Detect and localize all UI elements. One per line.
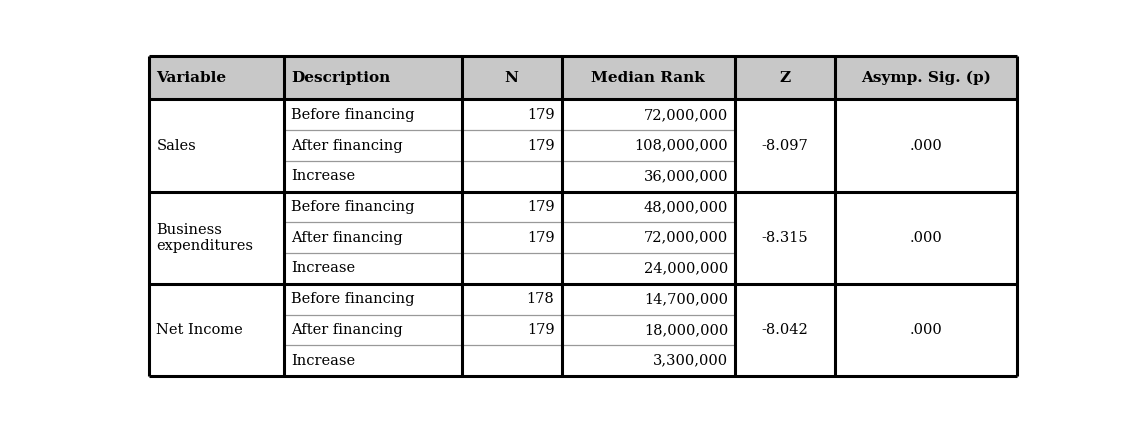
Text: Increase: Increase bbox=[291, 262, 355, 276]
Text: Increase: Increase bbox=[291, 169, 355, 183]
Text: 72,000,000: 72,000,000 bbox=[644, 108, 728, 122]
Text: 179: 179 bbox=[527, 200, 554, 214]
Text: 36,000,000: 36,000,000 bbox=[644, 169, 728, 183]
Text: After financing: After financing bbox=[291, 231, 403, 245]
Text: N: N bbox=[504, 71, 519, 85]
Text: Business
expenditures: Business expenditures bbox=[156, 223, 254, 253]
Text: 3,300,000: 3,300,000 bbox=[653, 354, 728, 368]
Text: Net Income: Net Income bbox=[156, 323, 244, 337]
Text: 179: 179 bbox=[527, 139, 554, 152]
Text: 108,000,000: 108,000,000 bbox=[634, 139, 728, 152]
Text: Description: Description bbox=[291, 71, 390, 85]
Text: -8.097: -8.097 bbox=[761, 139, 808, 152]
Text: 179: 179 bbox=[527, 231, 554, 245]
Text: Variable: Variable bbox=[156, 71, 226, 85]
Text: 72,000,000: 72,000,000 bbox=[644, 231, 728, 245]
Text: Increase: Increase bbox=[291, 354, 355, 368]
Text: Sales: Sales bbox=[156, 139, 196, 152]
Text: 48,000,000: 48,000,000 bbox=[644, 200, 728, 214]
Text: .000: .000 bbox=[909, 323, 942, 337]
Text: -8.315: -8.315 bbox=[761, 231, 808, 245]
Text: 179: 179 bbox=[527, 108, 554, 122]
Text: -8.042: -8.042 bbox=[761, 323, 808, 337]
Text: After financing: After financing bbox=[291, 323, 403, 337]
Text: Z: Z bbox=[780, 71, 791, 85]
Text: Before financing: Before financing bbox=[291, 200, 414, 214]
Text: 179: 179 bbox=[527, 323, 554, 337]
Text: .000: .000 bbox=[909, 231, 942, 245]
Text: .000: .000 bbox=[909, 139, 942, 152]
Text: After financing: After financing bbox=[291, 139, 403, 152]
Text: Before financing: Before financing bbox=[291, 108, 414, 122]
Text: 18,000,000: 18,000,000 bbox=[644, 323, 728, 337]
Text: 178: 178 bbox=[527, 292, 554, 306]
Text: 24,000,000: 24,000,000 bbox=[644, 262, 728, 276]
Text: Before financing: Before financing bbox=[291, 292, 414, 306]
Text: Asymp. Sig. (p): Asymp. Sig. (p) bbox=[861, 71, 991, 85]
Text: Median Rank: Median Rank bbox=[592, 71, 706, 85]
Text: 14,700,000: 14,700,000 bbox=[644, 292, 728, 306]
